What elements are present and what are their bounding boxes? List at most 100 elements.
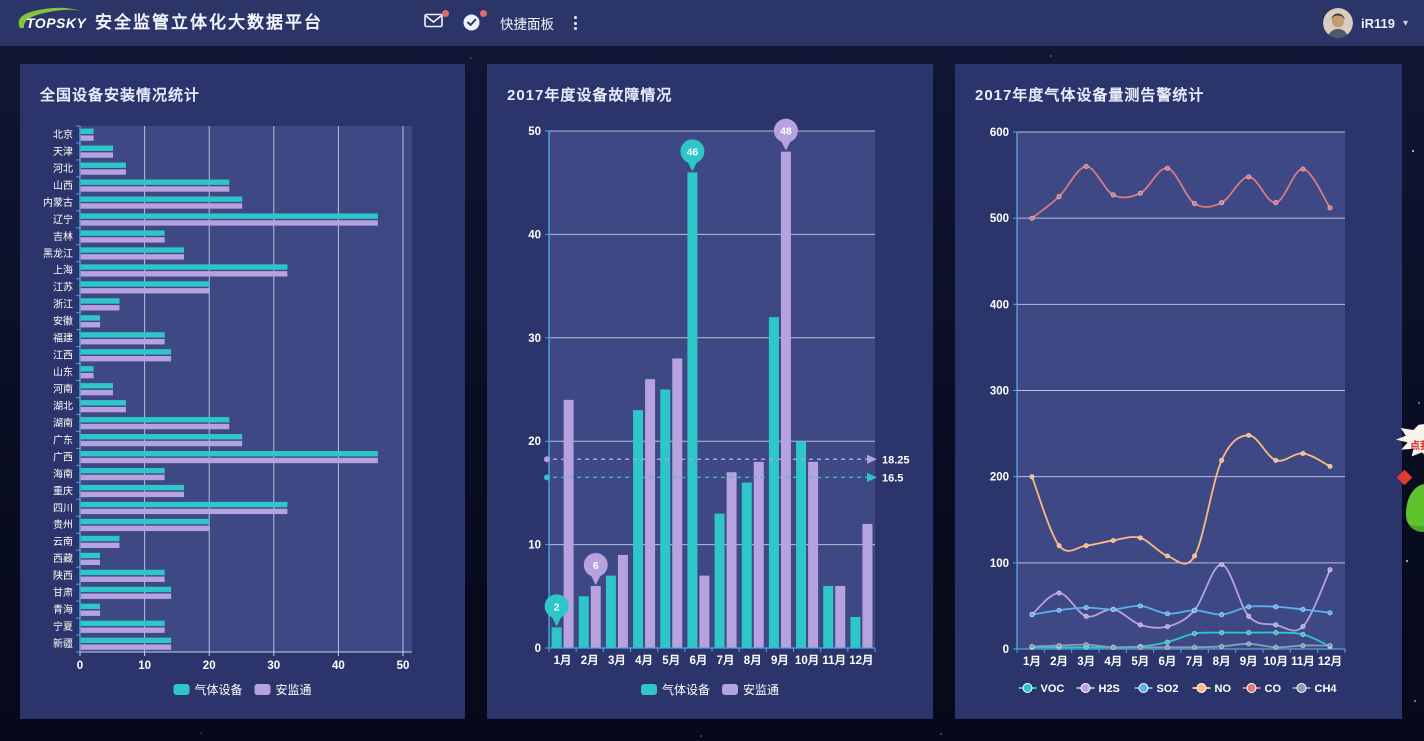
- topsky-logo[interactable]: TOPSKY: [10, 6, 96, 40]
- bar: [578, 596, 589, 648]
- bar: [753, 461, 764, 648]
- markpoint-pin: 2: [544, 594, 569, 627]
- svg-text:河北: 河北: [53, 163, 73, 175]
- svg-text:8月: 8月: [1213, 655, 1231, 668]
- svg-text:内蒙古: 内蒙古: [43, 196, 73, 209]
- bar: [80, 271, 288, 277]
- svg-text:青海: 青海: [53, 603, 73, 616]
- svg-text:500: 500: [990, 213, 1009, 225]
- bar: [80, 440, 243, 447]
- bar: [80, 434, 243, 440]
- bar: [699, 575, 710, 648]
- mascot-bubble-text: 点我加: [1410, 440, 1424, 452]
- legend-item-SO2[interactable]: SO2: [1134, 683, 1179, 695]
- bar: [660, 389, 671, 648]
- legend-item-VOC[interactable]: VOC: [1018, 683, 1065, 695]
- bar: [80, 508, 288, 515]
- bar: [80, 315, 101, 321]
- approval-check-icon[interactable]: [462, 10, 487, 33]
- svg-text:5月: 5月: [662, 654, 680, 667]
- mascot-speech-bubble: 点我加: [1396, 424, 1424, 460]
- svg-text:10月: 10月: [795, 654, 819, 667]
- bar: [80, 610, 101, 616]
- install-hbar-chart: 北京天津河北山西内蒙古辽宁吉林黑龙江上海江苏浙江安徽福建江西山东河南湖北湖南广东…: [43, 125, 412, 697]
- svg-text:40: 40: [528, 229, 541, 241]
- quick-panel-button[interactable]: 快捷面板: [500, 13, 554, 33]
- svg-text:100: 100: [990, 558, 1009, 570]
- svg-text:重庆: 重庆: [53, 484, 73, 497]
- svg-text:10: 10: [528, 540, 541, 552]
- category-labels: 北京天津河北山西内蒙古辽宁吉林黑龙江上海江苏浙江安徽福建江西山东河南湖北湖南广东…: [43, 128, 73, 650]
- panel-gas-alarm-stats: 2017年度气体设备量测告警统计 0 100 200 300 400 500 600 1月 2月…: [955, 64, 1402, 719]
- bar: [80, 196, 243, 202]
- avatar[interactable]: [1322, 8, 1353, 38]
- svg-text:4月: 4月: [1104, 655, 1122, 668]
- bar-series-1: [80, 135, 378, 650]
- mascot-diamond-icon: [1396, 469, 1413, 486]
- page-title: 安全监管立体化大数据平台: [95, 13, 323, 32]
- bar: [80, 603, 101, 610]
- bar: [80, 322, 101, 328]
- bar: [80, 637, 172, 644]
- svg-text:300: 300: [990, 386, 1009, 398]
- bar: [80, 406, 126, 413]
- legend-item-CH4[interactable]: CH4: [1292, 683, 1338, 695]
- svg-text:广东: 广东: [53, 433, 73, 446]
- svg-text:云南: 云南: [53, 535, 73, 548]
- svg-text:7月: 7月: [1186, 655, 1204, 668]
- mascot-widget[interactable]: 点我加: [1396, 424, 1424, 554]
- bar: [796, 441, 807, 648]
- svg-text:20: 20: [203, 660, 216, 672]
- bar: [80, 423, 230, 430]
- bar: [80, 491, 185, 498]
- svg-text:安监通: 安监通: [743, 682, 779, 697]
- svg-text:江苏: 江苏: [53, 281, 73, 294]
- bar: [80, 349, 172, 355]
- legend-item-NO[interactable]: NO: [1192, 683, 1232, 695]
- svg-text:50: 50: [397, 660, 410, 672]
- svg-text:甘肃: 甘肃: [53, 586, 73, 599]
- bar: [80, 501, 288, 508]
- bar: [741, 482, 752, 648]
- svg-text:0: 0: [1003, 644, 1009, 656]
- svg-text:湖南: 湖南: [53, 416, 73, 429]
- bar: [80, 355, 172, 362]
- svg-text:11月: 11月: [1291, 655, 1315, 668]
- legend-item-气体设备[interactable]: 气体设备: [173, 682, 243, 697]
- bar: [80, 254, 185, 260]
- svg-text:3月: 3月: [608, 654, 626, 667]
- line-series-NO: [1029, 432, 1333, 565]
- bar: [80, 237, 165, 243]
- legend-item-CO[interactable]: CO: [1242, 683, 1282, 695]
- more-menu-icon[interactable]: [572, 14, 579, 32]
- mail-icon[interactable]: [424, 10, 449, 33]
- svg-text:新疆: 新疆: [53, 637, 73, 650]
- svg-text:SO2: SO2: [1157, 683, 1179, 695]
- bar: [80, 586, 172, 593]
- markpoint-pin: 6: [583, 552, 608, 585]
- bar-series-0: [551, 172, 861, 649]
- legend-item-气体设备[interactable]: 气体设备: [641, 682, 710, 697]
- svg-text:北京: 北京: [53, 128, 73, 141]
- svg-text:1月: 1月: [554, 654, 572, 667]
- user-menu[interactable]: iR119 ▾: [1322, 0, 1408, 46]
- bar: [80, 484, 185, 491]
- user-name: iR119: [1360, 15, 1395, 31]
- legend-item-安监通[interactable]: 安监通: [722, 682, 779, 697]
- svg-text:200: 200: [990, 472, 1009, 484]
- svg-text:30: 30: [267, 660, 280, 672]
- bar: [80, 450, 378, 457]
- bar: [80, 162, 126, 168]
- bar: [80, 593, 172, 599]
- approval-notification-badge: [480, 10, 487, 17]
- bar: [80, 220, 378, 226]
- svg-text:6月: 6月: [1159, 655, 1177, 668]
- svg-text:黑龙江: 黑龙江: [43, 247, 73, 260]
- bar: [80, 213, 378, 219]
- svg-text:2: 2: [554, 601, 560, 613]
- svg-text:湖北: 湖北: [53, 400, 73, 412]
- bar: [80, 417, 230, 423]
- svg-text:16.5: 16.5: [882, 472, 903, 484]
- legend-item-安监通[interactable]: 安监通: [254, 682, 312, 697]
- legend-item-H2S[interactable]: H2S: [1076, 683, 1120, 695]
